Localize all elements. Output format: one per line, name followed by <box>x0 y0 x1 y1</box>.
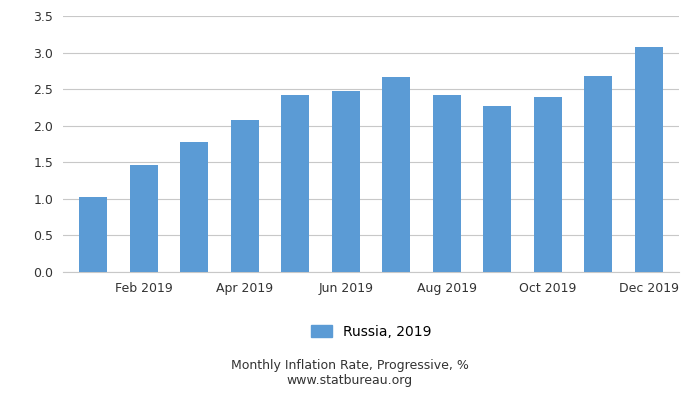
Bar <box>433 95 461 272</box>
Bar <box>534 97 561 272</box>
Bar <box>483 106 511 272</box>
Bar <box>584 76 612 272</box>
Legend: Russia, 2019: Russia, 2019 <box>311 325 431 339</box>
Bar <box>281 95 309 272</box>
Bar <box>231 120 259 272</box>
Text: www.statbureau.org: www.statbureau.org <box>287 374 413 387</box>
Bar <box>79 197 107 272</box>
Bar <box>635 48 663 272</box>
Bar <box>332 91 360 272</box>
Bar <box>181 142 208 272</box>
Text: Monthly Inflation Rate, Progressive, %: Monthly Inflation Rate, Progressive, % <box>231 360 469 372</box>
Bar <box>130 165 158 272</box>
Bar <box>382 77 410 272</box>
